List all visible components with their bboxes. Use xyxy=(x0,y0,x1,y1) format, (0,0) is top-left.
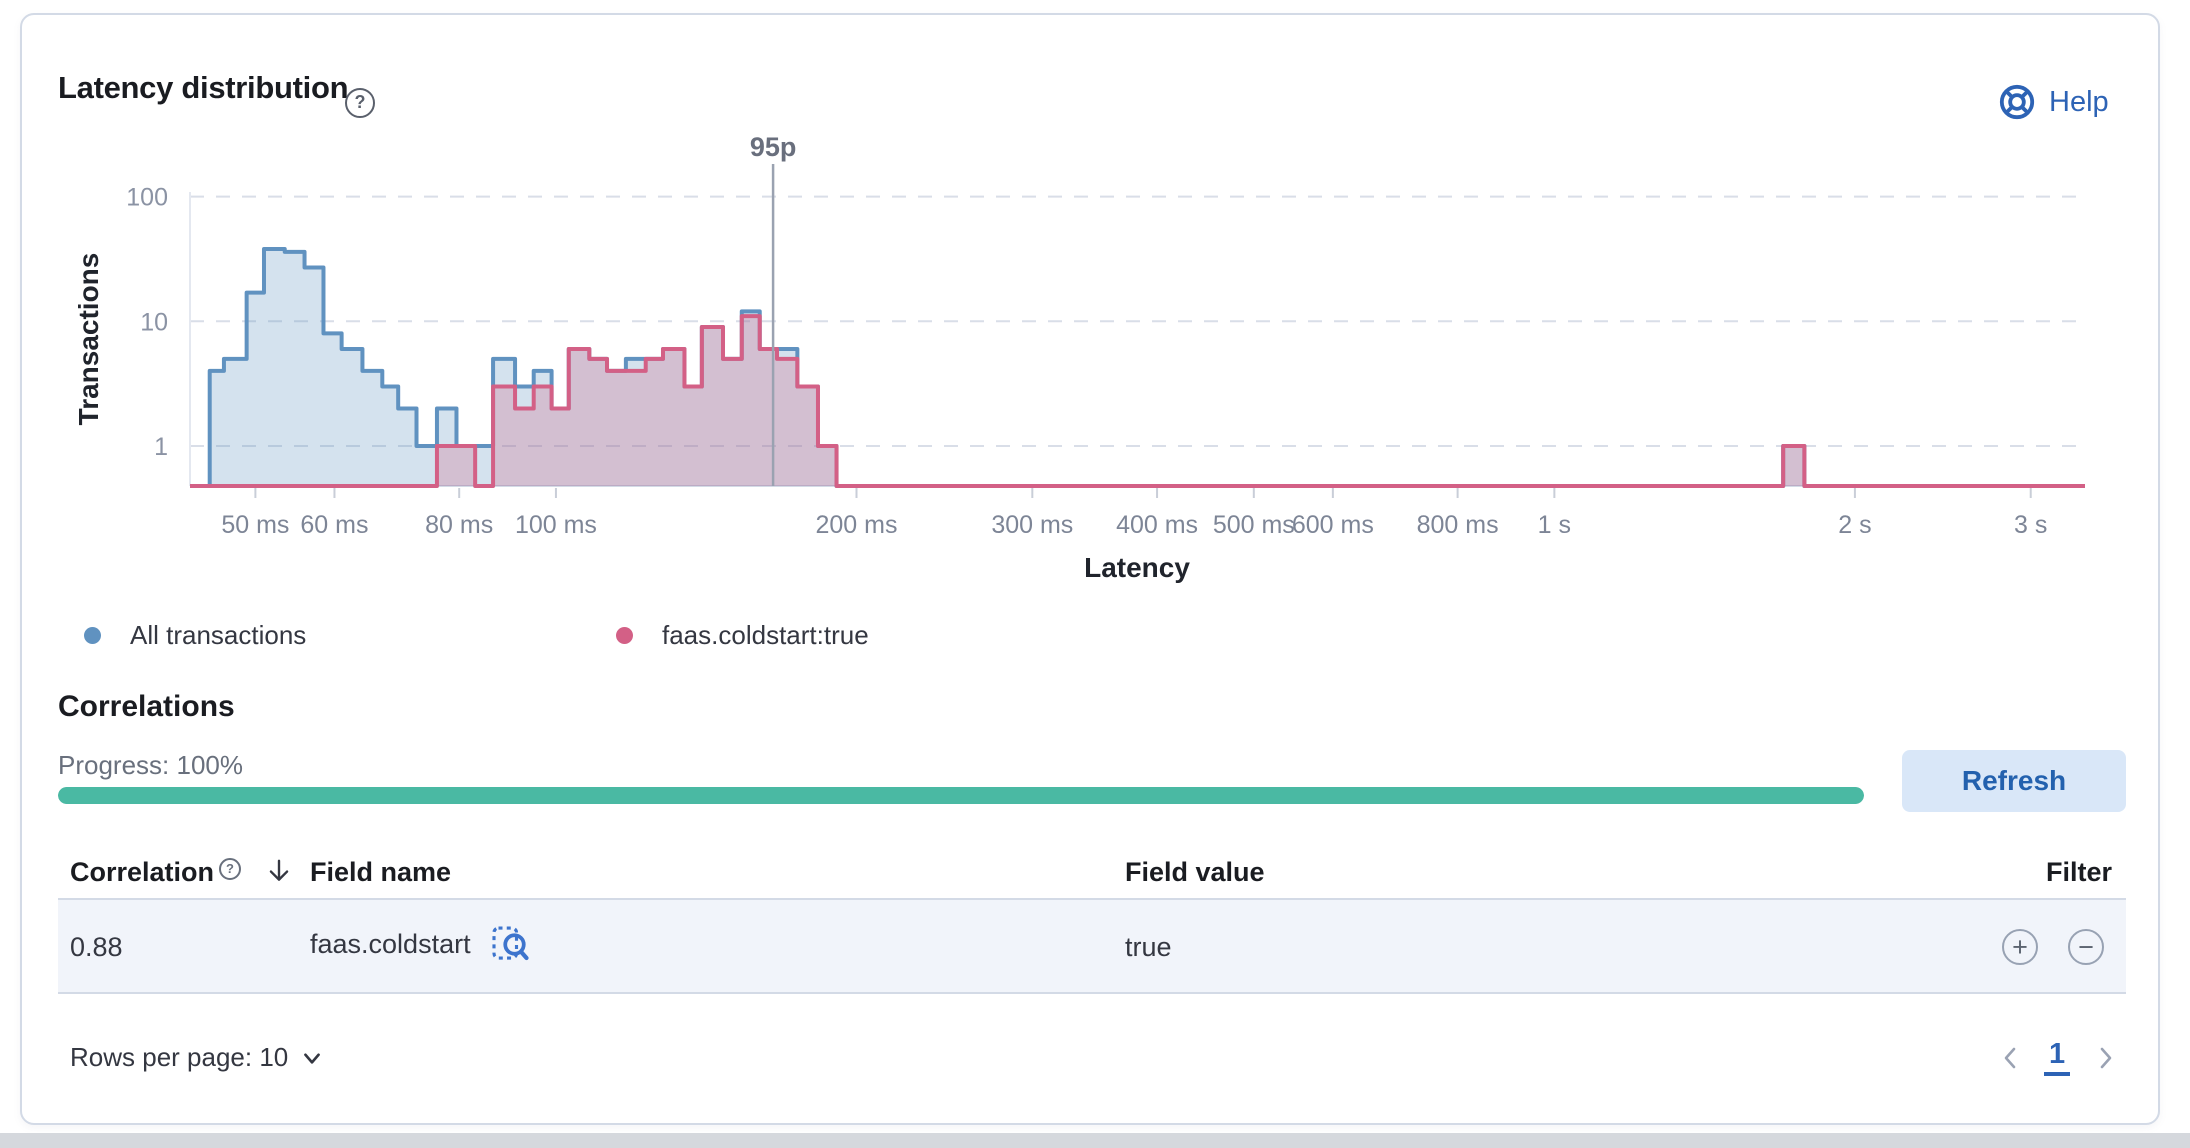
percentile-annotation-label: 95p xyxy=(750,132,797,162)
legend-dot-faas-coldstart-true xyxy=(616,627,633,644)
table-header-divider xyxy=(58,898,2126,900)
table-row xyxy=(58,900,2126,992)
progress-bar-fill xyxy=(58,787,1864,804)
x-tick-label: 200 ms xyxy=(816,511,898,539)
y-tick-label: 100 xyxy=(126,184,168,212)
field-name-cell: faas.coldstart xyxy=(310,924,529,964)
column-header-field-value: Field value xyxy=(1125,857,1265,887)
x-axis-title: Latency xyxy=(1084,552,1190,583)
legend-dot-all-transactions xyxy=(84,627,101,644)
x-tick-label: 300 ms xyxy=(991,511,1073,539)
legend-item-all-transactions[interactable]: All transactions xyxy=(84,620,306,651)
x-tick-label: 80 ms xyxy=(425,511,493,539)
page-title: Latency distribution xyxy=(58,70,349,105)
x-tick-label: 800 ms xyxy=(1417,511,1499,539)
x-tick-label: 400 ms xyxy=(1116,511,1198,539)
x-tick-label: 3 s xyxy=(2014,511,2047,539)
previous-page-button[interactable] xyxy=(1996,1043,2026,1073)
correlation-value-cell: 0.88 xyxy=(70,932,123,962)
legend-label-faas-coldstart-true: faas.coldstart:true xyxy=(662,620,869,650)
table-row-divider xyxy=(58,992,2126,994)
title-help-icon[interactable]: ? xyxy=(345,88,375,118)
column-header-correlation-label: Correlation xyxy=(70,857,215,887)
y-tick-label: 1 xyxy=(154,433,168,461)
legend-item-faas-coldstart-true[interactable]: faas.coldstart:true xyxy=(616,620,869,651)
column-header-field-name: Field name xyxy=(310,857,452,887)
filter-exclude-button[interactable]: − xyxy=(2068,929,2104,965)
sort-descending-icon xyxy=(269,859,288,881)
progress-bar xyxy=(58,787,1864,804)
column-header-filter: Filter xyxy=(2045,857,2112,887)
legend-label-all-transactions: All transactions xyxy=(130,620,307,650)
help-link-label: Help xyxy=(2049,85,2109,118)
latency-histogram-chart[interactable]: 100 10 1 50 ms 60 ms 80 ms 100 ms 200 ms 300 ms 4… xyxy=(0,130,2190,600)
x-tick-label: 100 ms xyxy=(515,511,597,539)
correlation-help-icon[interactable]: ? xyxy=(219,858,242,880)
x-tick-label: 2 s xyxy=(1838,511,1871,539)
column-header-correlation[interactable]: Correlation? xyxy=(70,857,293,888)
y-axis-title: Transactions xyxy=(73,252,104,426)
x-tick-label: 60 ms xyxy=(300,511,368,539)
next-page-button[interactable] xyxy=(2090,1043,2120,1073)
x-tick-label: 500 ms xyxy=(1213,511,1295,539)
y-tick-label: 10 xyxy=(140,308,168,336)
x-tick-label: 600 ms xyxy=(1292,511,1374,539)
series-outline-faas-coldstart-true xyxy=(190,314,2085,488)
x-tick-label: 1 s xyxy=(1538,511,1571,539)
inspect-field-icon[interactable] xyxy=(489,924,529,964)
lifebuoy-icon xyxy=(1999,84,2035,120)
x-tick-label: 50 ms xyxy=(221,511,289,539)
rows-per-page-select[interactable]: Rows per page: 10 xyxy=(70,1042,324,1073)
progress-label: Progress: 100% xyxy=(58,750,243,780)
chart-legend: All transactions faas.coldstart:true xyxy=(0,620,2190,654)
filter-include-button[interactable]: + xyxy=(2002,929,2038,965)
refresh-button[interactable]: Refresh xyxy=(1902,750,2126,812)
rows-per-page-label: Rows per page: 10 xyxy=(70,1042,289,1072)
help-link[interactable]: Help xyxy=(1998,83,2109,121)
correlations-heading: Correlations xyxy=(58,690,235,723)
field-value-cell: true xyxy=(1125,932,1172,962)
series-area-all-transactions xyxy=(190,249,2085,486)
field-name-label: faas.coldstart xyxy=(310,928,471,959)
page-number-1[interactable]: 1 xyxy=(2044,1038,2071,1076)
chevron-down-icon xyxy=(304,1052,321,1064)
page-bottom-edge xyxy=(0,1133,2190,1148)
